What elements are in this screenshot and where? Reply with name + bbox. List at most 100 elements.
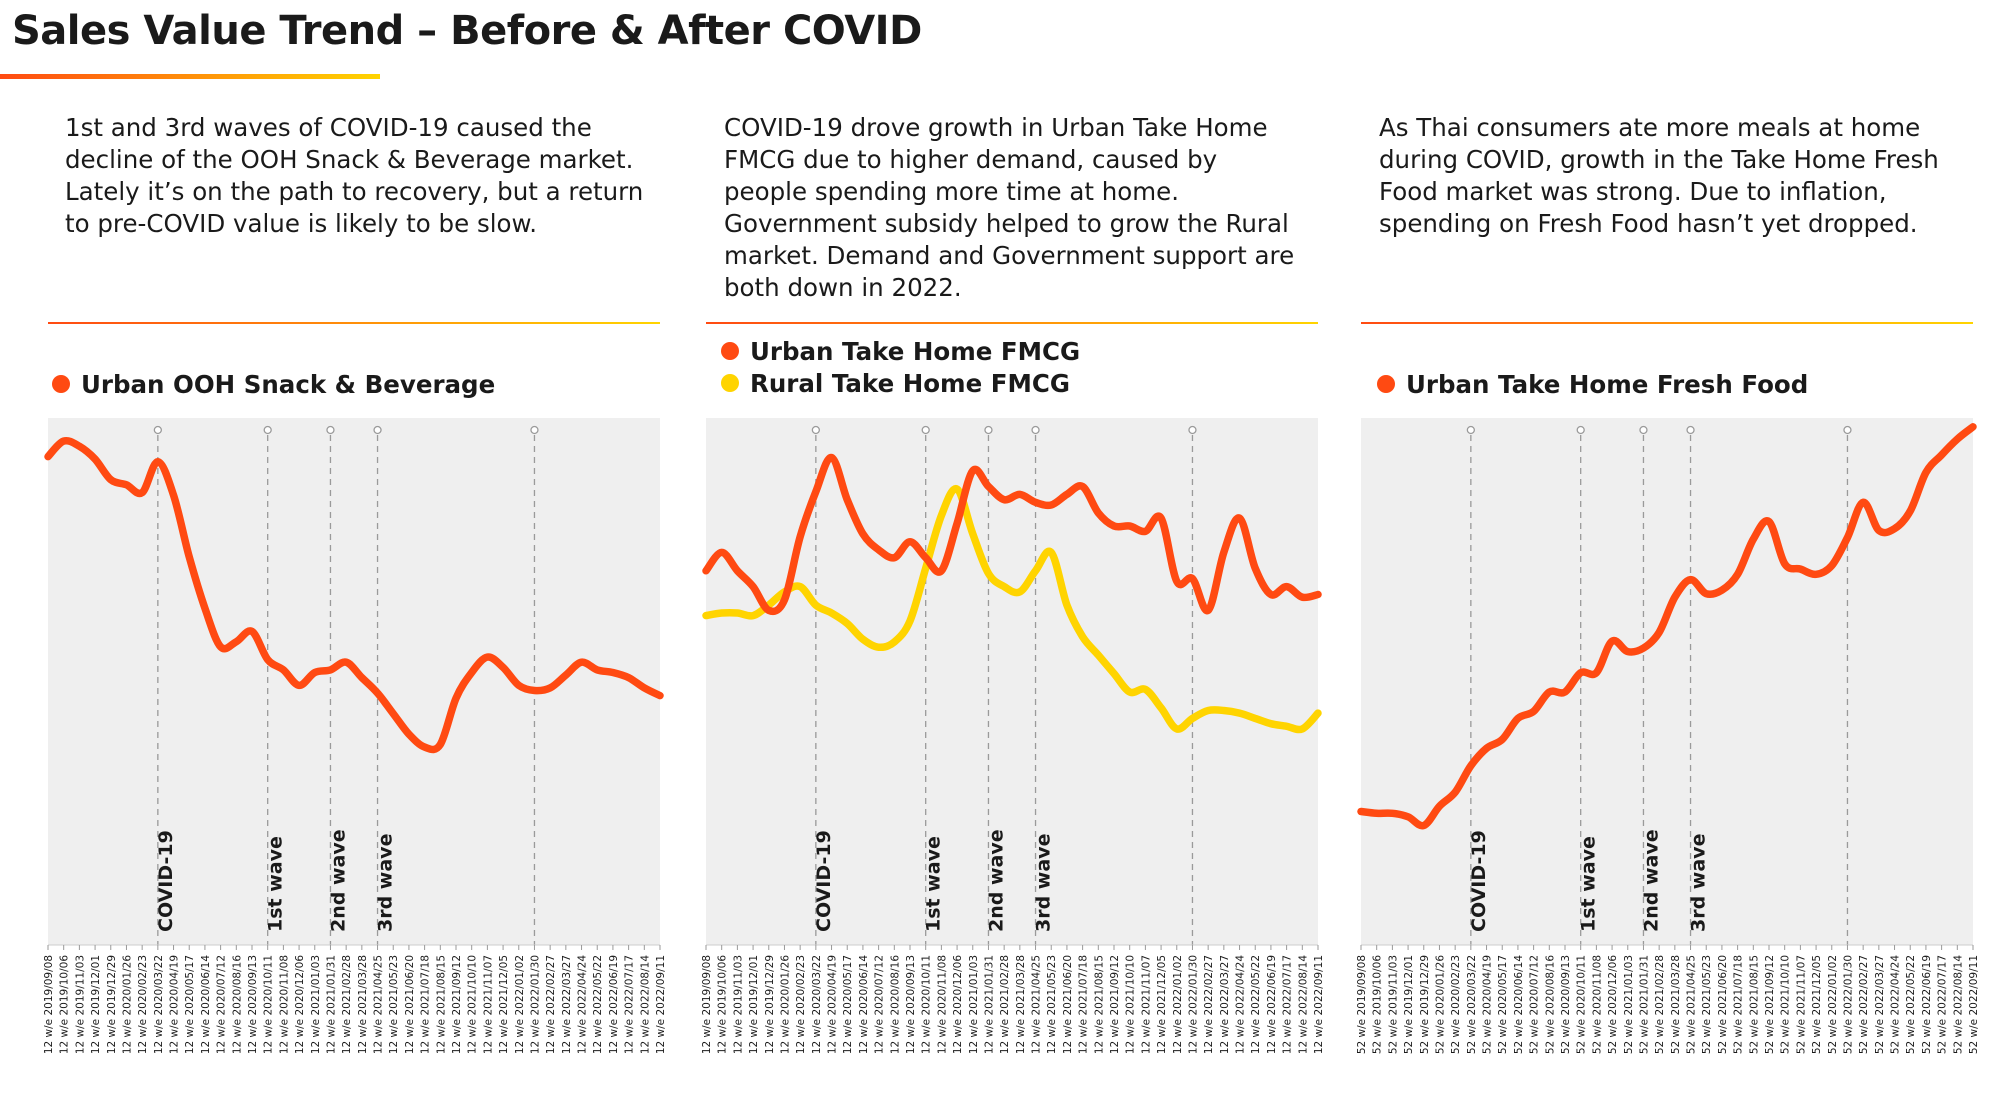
x-tick-label: 52 w/e 2021/07/18 xyxy=(1733,955,1745,1054)
event-marker xyxy=(1639,425,1648,435)
description-fresh-food: As Thai consumers ate more meals at home… xyxy=(1379,112,1979,240)
legend-swatch xyxy=(1377,375,1395,393)
x-tick-label: 52 w/e 2019/12/01 xyxy=(1403,955,1415,1054)
x-tick-label: 12 w/e 2020/12/06 xyxy=(294,955,306,1054)
x-tick-label: 12 w/e 2019/12/29 xyxy=(764,955,776,1054)
x-tick-label: 12 w/e 2021/04/25 xyxy=(373,955,385,1054)
series-line xyxy=(44,436,664,754)
event-marker xyxy=(1466,425,1475,435)
panel-divider xyxy=(1361,322,1973,324)
x-tick-label: 12 w/e 2019/12/01 xyxy=(748,955,760,1054)
x-tick-label: 12 w/e 2020/04/19 xyxy=(827,955,839,1054)
event-marker xyxy=(1843,425,1852,435)
x-tick-label: 12 w/e 2021/09/12 xyxy=(1109,955,1121,1054)
x-tick-label: 52 w/e 2020/05/17 xyxy=(1497,955,1509,1054)
event-label: COVID-19 xyxy=(155,830,177,932)
x-tick-label: 12 w/e 2019/09/08 xyxy=(701,955,713,1054)
x-tick-label: 12 w/e 2020/07/12 xyxy=(874,955,886,1054)
legend-label: Urban Take Home Fresh Food xyxy=(1406,369,1809,399)
event-marker xyxy=(530,425,539,435)
plot-area xyxy=(1361,418,1973,945)
event-marker xyxy=(263,425,272,435)
x-tick-label: 12 w/e 2022/06/19 xyxy=(608,955,620,1054)
x-tick-label: 52 w/e 2021/12/05 xyxy=(1811,955,1823,1054)
event-label: 3rd wave xyxy=(1688,834,1710,932)
x-tick-label: 12 w/e 2021/10/10 xyxy=(467,955,479,1054)
x-tick-label: 52 w/e 2022/01/02 xyxy=(1827,955,1839,1054)
x-tick-label: 12 w/e 2022/02/27 xyxy=(1203,955,1215,1054)
x-tick-label: 12 w/e 2021/06/20 xyxy=(404,955,416,1054)
chart-panel-3: COVID-19 1st wave 2nd wave 3rd wave 52 w/e 2… xyxy=(1356,418,1980,1054)
event-label: COVID-19 xyxy=(813,830,835,932)
x-tick-label: 12 w/e 2022/08/14 xyxy=(639,955,651,1054)
x-tick-label: 12 w/e 2021/12/05 xyxy=(498,955,510,1054)
x-tick-label: 12 w/e 2022/03/27 xyxy=(561,955,573,1054)
x-tick-label: 12 w/e 2021/07/18 xyxy=(1078,955,1090,1054)
x-tick-label: 12 w/e 2022/05/22 xyxy=(1250,955,1262,1054)
x-tick-label: 52 w/e 2021/09/12 xyxy=(1764,955,1776,1054)
x-tick-label: 12 w/e 2019/12/01 xyxy=(90,955,102,1054)
x-tick-label: 12 w/e 2021/03/28 xyxy=(1015,955,1027,1054)
x-tick-label: 12 w/e 2021/04/25 xyxy=(1031,955,1043,1054)
x-tick-label: 12 w/e 2020/06/14 xyxy=(200,955,212,1054)
legend-swatch xyxy=(721,374,739,392)
x-tick-label: 12 w/e 2021/03/28 xyxy=(357,955,369,1054)
x-tick-label: 12 w/e 2020/01/26 xyxy=(779,955,791,1054)
x-tick-label: 12 w/e 2019/11/03 xyxy=(74,955,86,1054)
event-label: 2nd wave xyxy=(985,829,1007,932)
event-marker xyxy=(153,425,162,435)
x-tick-label: 12 w/e 2022/04/24 xyxy=(577,955,589,1054)
x-tick-label: 12 w/e 2020/03/22 xyxy=(811,955,823,1054)
x-tick-label: 12 w/e 2019/12/29 xyxy=(106,955,118,1054)
x-tick-label: 52 w/e 2020/08/16 xyxy=(1544,955,1556,1054)
x-tick-label: 12 w/e 2020/11/08 xyxy=(936,955,948,1054)
event-label: 3rd wave xyxy=(1033,834,1055,932)
x-tick-label: 52 w/e 2021/01/03 xyxy=(1623,955,1635,1054)
x-tick-label: 52 w/e 2021/06/20 xyxy=(1717,955,1729,1054)
x-tick-label: 52 w/e 2020/09/13 xyxy=(1560,955,1572,1054)
x-tick-label: 12 w/e 2022/09/11 xyxy=(655,955,667,1054)
desc-line: decline of the OOH Snack & Beverage mark… xyxy=(65,145,634,174)
x-tick-label: 12 w/e 2022/01/02 xyxy=(1172,955,1184,1054)
x-tick-label: 12 w/e 2020/08/16 xyxy=(889,955,901,1054)
event-label: 2nd wave xyxy=(327,829,349,932)
event-label: 1st wave xyxy=(265,836,287,932)
x-tick-label: 12 w/e 2021/09/12 xyxy=(451,955,463,1054)
legend-item: Urban Take Home Fresh Food xyxy=(1377,368,1808,400)
x-tick-label: 52 w/e 2019/09/08 xyxy=(1356,955,1368,1054)
event-marker xyxy=(984,425,993,435)
x-tick-label: 12 w/e 2021/05/23 xyxy=(1046,955,1058,1054)
x-tick-label: 12 w/e 2022/09/11 xyxy=(1313,955,1325,1054)
desc-line: spending on Fresh Food hasn’t yet droppe… xyxy=(1379,209,1918,238)
chart-panel-1: COVID-19 1st wave 2nd wave 3rd wave 12 w/e 2… xyxy=(43,418,667,1054)
x-tick-label: 52 w/e 2021/10/10 xyxy=(1780,955,1792,1054)
x-tick-label: 12 w/e 2021/12/05 xyxy=(1156,955,1168,1054)
x-tick-label: 52 w/e 2020/07/12 xyxy=(1529,955,1541,1054)
x-tick-label: 12 w/e 2021/11/07 xyxy=(1140,955,1152,1054)
legend-label: Rural Take Home FMCG xyxy=(750,368,1070,398)
event-marker xyxy=(1188,425,1197,435)
desc-line: Government subsidy helped to grow the Ru… xyxy=(724,209,1289,238)
event-marker xyxy=(811,425,820,435)
x-tick-label: 12 w/e 2022/07/17 xyxy=(624,955,636,1054)
legend-item: Urban Take Home FMCG xyxy=(721,335,1080,367)
desc-line: As Thai consumers ate more meals at home xyxy=(1379,113,1921,142)
x-tick-label: 12 w/e 2020/02/23 xyxy=(137,955,149,1054)
chart-panel-2: COVID-19 1st wave 2nd wave 3rd wave 12 w/e 2… xyxy=(701,418,1325,1054)
x-tick-label: 12 w/e 2019/10/06 xyxy=(59,955,71,1054)
event-marker xyxy=(326,425,335,435)
x-tick-label: 52 w/e 2022/06/19 xyxy=(1921,955,1933,1054)
x-tick-label: 52 w/e 2020/02/23 xyxy=(1450,955,1462,1054)
description-take-home: COVID-19 drove growth in Urban Take Home… xyxy=(724,112,1324,304)
x-tick-label: 52 w/e 2021/11/07 xyxy=(1795,955,1807,1054)
x-tick-label: 52 w/e 2022/05/22 xyxy=(1905,955,1917,1054)
x-tick-label: 12 w/e 2020/08/16 xyxy=(231,955,243,1054)
x-tick-label: 12 w/e 2020/09/13 xyxy=(247,955,259,1054)
x-tick-label: 52 w/e 2019/12/29 xyxy=(1419,955,1431,1054)
legend-swatch xyxy=(721,342,739,360)
x-tick-label: 12 w/e 2020/05/17 xyxy=(184,955,196,1054)
x-tick-label: 12 w/e 2019/11/03 xyxy=(732,955,744,1054)
x-tick-label: 12 w/e 2021/02/28 xyxy=(341,955,353,1054)
desc-line: Food market was strong. Due to inflation… xyxy=(1379,177,1887,206)
event-label: 1st wave xyxy=(923,836,945,932)
